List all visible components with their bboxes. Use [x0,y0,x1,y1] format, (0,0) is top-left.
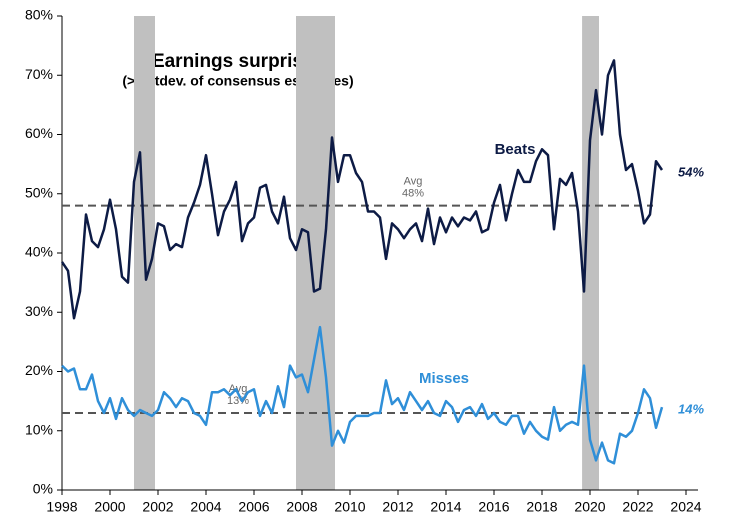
chart-subtitle: (>1 stdev. of consensus estimates) [122,73,353,89]
x-tick-label: 2012 [382,499,413,515]
average-name: Avg [404,176,423,188]
y-tick-label: 70% [25,66,53,82]
series-name: Misses [419,370,469,387]
x-tick-label: 2008 [286,499,317,515]
y-tick-label: 30% [25,303,53,319]
x-tick-label: 2018 [526,499,557,515]
x-tick-label: 2002 [142,499,173,515]
series-line [60,59,664,320]
end-label: 54% [678,164,704,179]
y-tick-label: 40% [25,244,53,260]
x-tick-label: 2000 [94,499,125,515]
series-name: Beats [495,141,536,158]
end-label: 14% [678,401,704,416]
average-value: 48% [402,188,424,200]
x-tick-label: 2016 [478,499,509,515]
y-tick-label: 80% [25,7,53,23]
y-tick-label: 50% [25,184,53,200]
chart-title: Earnings surprises [152,51,324,72]
y-tick-label: 60% [25,125,53,141]
y-tick-label: 10% [25,421,53,437]
x-tick-label: 2020 [574,499,605,515]
x-tick-label: 1998 [46,499,77,515]
x-tick-label: 2024 [670,499,701,515]
x-tick-label: 2022 [622,499,653,515]
x-tick-label: 2014 [430,499,461,515]
x-tick-label: 2010 [334,499,365,515]
x-tick-label: 2004 [190,499,221,515]
y-tick-label: 20% [25,362,53,378]
series-line [61,325,664,465]
y-tick-label: 0% [33,481,53,497]
recession-band [582,16,599,490]
x-tick-label: 2006 [238,499,269,515]
